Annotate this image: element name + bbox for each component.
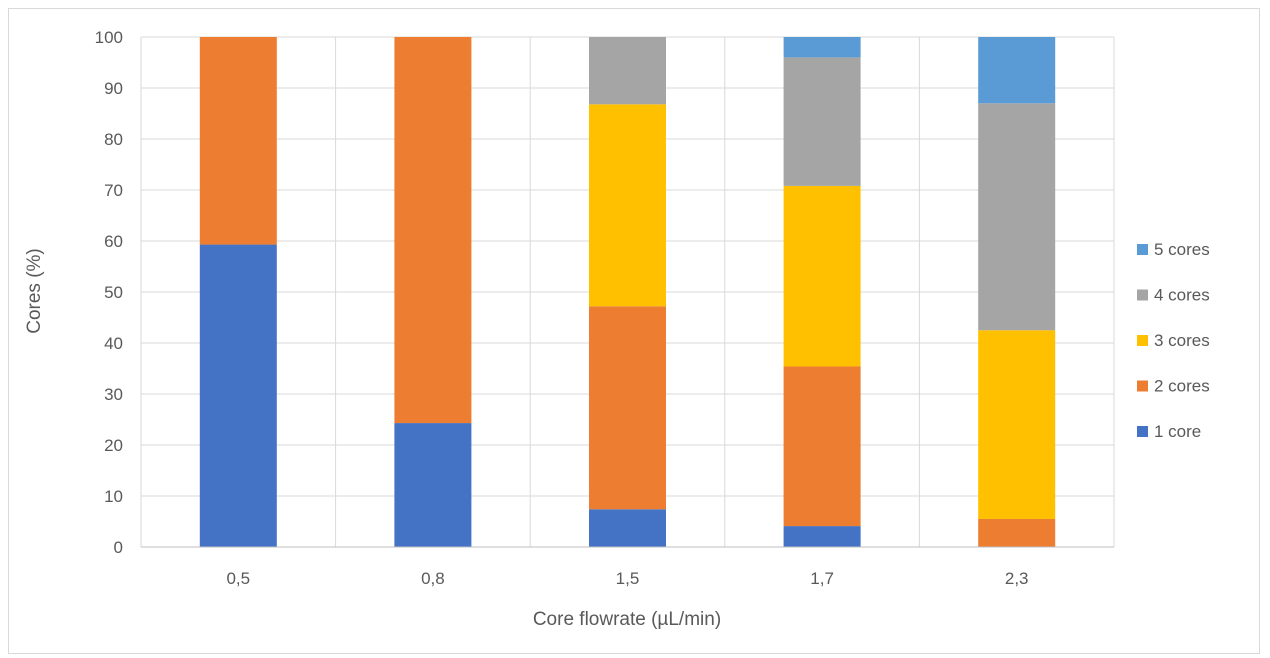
y-axis-title: Cores (%) — [24, 248, 45, 334]
bar-segment-4 — [978, 103, 1056, 331]
y-tick-label: 30 — [104, 385, 123, 404]
bar-segment-4 — [783, 57, 861, 186]
legend-label: 1 core — [1154, 422, 1201, 441]
bar-segment-1 — [199, 244, 277, 547]
bar-segment-2 — [199, 37, 277, 245]
bars — [199, 37, 1056, 547]
legend-swatch — [1137, 426, 1148, 437]
y-tick-label: 50 — [104, 283, 123, 302]
legend-label: 4 cores — [1154, 286, 1210, 305]
y-tick-label: 80 — [104, 130, 123, 149]
y-tick-label: 0 — [114, 538, 123, 557]
bar-segment-3 — [783, 185, 861, 367]
x-axis-title: Core flowrate (µL/min) — [533, 609, 721, 630]
legend: 5 cores 4 cores 3 cores 2 cores 1 core — [1137, 240, 1210, 441]
tick-labels: 0 10 20 30 40 50 60 70 80 90 100 0,5 0,8 1,5 1,7 2,3 — [95, 28, 1029, 588]
x-tick-label: 0,5 — [226, 569, 250, 588]
bar-segment-1 — [783, 526, 861, 547]
y-tick-label: 100 — [95, 28, 123, 47]
legend-swatch — [1137, 335, 1148, 346]
chart-frame — [8, 8, 1260, 654]
bar-segment-1 — [394, 423, 472, 547]
legend-swatch — [1137, 380, 1148, 392]
x-tick-label: 1,7 — [810, 569, 834, 588]
bar-segment-2 — [783, 366, 861, 527]
y-tick-label: 60 — [104, 232, 123, 251]
legend-swatch — [1137, 244, 1148, 255]
bar-segment-3 — [589, 104, 666, 307]
gridlines — [140, 36, 1115, 547]
legend-label: 5 cores — [1154, 240, 1210, 259]
bar-segment-5 — [978, 37, 1056, 104]
x-tick-label: 0,8 — [421, 569, 445, 588]
y-tick-label: 20 — [104, 436, 123, 455]
bar-segment-4 — [589, 37, 666, 105]
bar-segment-5 — [783, 37, 861, 58]
bar-segment-2 — [978, 518, 1056, 547]
y-tick-label: 70 — [104, 181, 123, 200]
y-tick-label: 40 — [104, 334, 123, 353]
x-tick-label: 1,5 — [616, 569, 640, 588]
bar-segment-1 — [589, 509, 666, 547]
bar-segment-3 — [978, 330, 1056, 519]
y-tick-label: 10 — [104, 487, 123, 506]
x-tick-label: 2,3 — [1005, 569, 1029, 588]
bar-segment-2 — [394, 37, 472, 424]
legend-label: 2 cores — [1154, 377, 1210, 396]
y-tick-label: 90 — [104, 79, 123, 98]
legend-label: 3 cores — [1154, 331, 1210, 350]
bar-segment-2 — [589, 306, 666, 510]
legend-swatch — [1137, 289, 1148, 301]
